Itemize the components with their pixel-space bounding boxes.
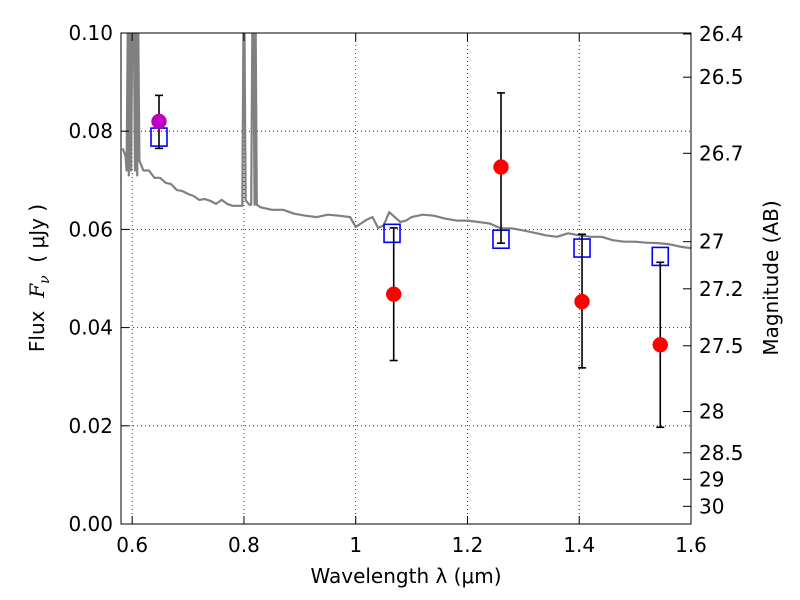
right-tick-label: 28 [699,400,724,424]
observed-flux-point [574,293,590,310]
right-tick-label: 26.5 [699,65,744,89]
ticks [121,32,692,525]
y-axis-title-left: Flux Fν ( μJy ) [25,204,53,352]
right-tick-label: 26.7 [699,141,744,165]
right-tick-label: 27 [699,230,724,254]
observed-flux-point [493,159,509,175]
y-tick-label: 0.00 [68,512,113,536]
plot-frame [120,32,692,525]
synthetic-photometry-marker [383,223,401,244]
right-tick-label: 30 [699,494,724,518]
y-tick-label: 0.02 [68,414,113,438]
y-tick-label: 0.08 [68,119,113,143]
y-axis-title-right: Magnitude (AB) [759,200,783,355]
y-tick-label: 0.04 [68,316,113,340]
x-tick-label: 1.6 [675,533,707,557]
y-tick-label: 0.06 [68,217,113,241]
plot-area [121,33,691,524]
x-tick-label: 1.4 [563,533,595,557]
sed-line-layer [121,33,691,250]
x-tick-labels: 0.6 0.8 1 1.2 1.4 1.6 [116,533,707,557]
x-tick-label: 0.6 [116,533,148,557]
sed-model-line [121,33,691,250]
right-tick-label: 26.4 [699,22,744,46]
right-tick-label: 28.5 [699,441,744,465]
x-tick-label: 1 [349,533,362,557]
y-tick-labels: 0.00 0.02 0.04 0.06 0.08 0.10 [68,21,113,536]
observed-flux-point [652,337,669,353]
right-tick-label: 29 [699,467,724,491]
right-tick-label: 27.2 [699,277,744,301]
right-tick-label: 27.5 [699,334,744,358]
observed-flux-point [385,286,402,302]
y-tick-label: 0.10 [68,21,113,45]
observed-points-layer [151,92,669,429]
x-axis-title: Wavelength λ (μm) [310,564,501,588]
x-tick-label: 1.2 [452,533,484,557]
observed-flux-point [151,113,167,130]
x-tick-label: 0.8 [228,533,260,557]
right-tick-labels: 26.4 26.5 26.7 27 27.2 27.5 28 28.529 30 [699,22,744,518]
